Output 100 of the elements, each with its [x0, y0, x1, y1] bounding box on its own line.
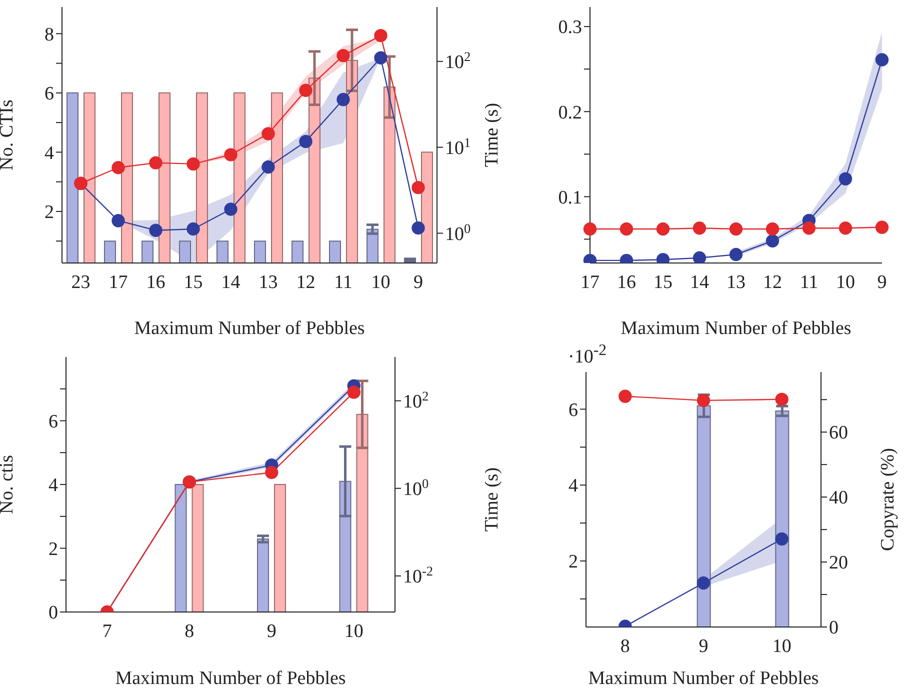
point — [692, 251, 706, 263]
point — [696, 576, 710, 590]
x-tick-label: 12 — [763, 272, 782, 294]
y-tick-label: 2 — [44, 202, 54, 224]
x-tick-label: 10 — [836, 272, 855, 294]
x-axis-title: Maximum Number of Pebbles — [588, 668, 819, 689]
point — [729, 248, 743, 262]
y-tick-label: 0.3 — [558, 17, 582, 38]
text: ·10$^{-2}$ — [568, 342, 607, 368]
x-tick-label: 10 — [344, 621, 364, 642]
point — [412, 221, 425, 235]
y-tick-label: 6 — [568, 400, 578, 421]
x-axis-title: Maximum Number of Pebbles — [134, 318, 365, 339]
y2-tick-label: 40 — [829, 488, 848, 509]
point — [775, 532, 788, 546]
y-tick-label: 4 — [44, 142, 54, 164]
y-axis-title: No. ctis — [0, 454, 18, 514]
y2-tick-label: 0 — [829, 618, 838, 639]
y2-tick-label: 60 — [829, 422, 848, 444]
y-tick-label: 2 — [48, 538, 58, 560]
x-tick-label: 8 — [620, 636, 630, 658]
y2-tick-label: 10$^{0}$ — [403, 476, 429, 500]
x-tick-label: 15 — [654, 272, 672, 294]
y2-tick-label: 10$^{2}$ — [403, 388, 429, 412]
point — [802, 222, 816, 235]
x-tick-label: 16 — [146, 272, 166, 294]
y-axis-title: No. CTIs — [0, 100, 18, 170]
point — [696, 394, 710, 408]
y2-tick-label: 10$^{1}$ — [445, 134, 471, 159]
y-tick-label: 8 — [44, 24, 54, 46]
x-tick-label: 17 — [108, 272, 128, 294]
point — [299, 134, 312, 148]
point — [775, 392, 788, 406]
point — [838, 222, 852, 235]
point — [838, 172, 852, 186]
point — [374, 51, 388, 64]
y2-tick-label: 10$^{0}$ — [445, 220, 471, 245]
point — [875, 53, 889, 66]
x-tick-label: 7 — [102, 621, 112, 642]
x-tick-label: 23 — [71, 272, 90, 294]
point — [374, 28, 388, 42]
x-tick-label: 14 — [221, 272, 241, 294]
point — [262, 160, 275, 174]
x-tick-label: 9 — [266, 621, 276, 642]
point — [224, 202, 238, 216]
point — [149, 156, 162, 170]
y-tick-label: 6 — [44, 84, 54, 105]
point — [412, 180, 425, 194]
x-tick-label: 17 — [580, 272, 600, 294]
point — [729, 222, 743, 236]
x-tick-label: 16 — [617, 272, 636, 294]
point — [347, 386, 360, 399]
x-axis-title: Maximum Number of Pebbles — [115, 668, 346, 689]
y-tick-label: 2 — [568, 552, 578, 573]
point — [299, 84, 312, 97]
y-tick-label: 0.1 — [558, 187, 582, 208]
y2-axis-title: Copyrate (%) — [878, 448, 899, 551]
point — [583, 222, 597, 236]
x-tick-label: 11 — [334, 272, 352, 294]
point — [265, 466, 278, 480]
bar — [192, 484, 204, 612]
x-tick-label: 9 — [877, 272, 887, 294]
x-tick-label: 11 — [800, 272, 818, 294]
point — [692, 222, 706, 235]
y-tick-label: 4 — [568, 476, 578, 497]
x-tick-label: 9 — [698, 636, 708, 658]
x-tick-label: 13 — [258, 272, 278, 294]
point — [656, 222, 670, 236]
y-tick-label: 0.2 — [558, 102, 582, 124]
point — [186, 222, 200, 236]
y2-tick-label: 10$^{2}$ — [445, 48, 471, 74]
x-axis-title: Maximum Number of Pebbles — [620, 318, 852, 339]
x-tick-label: 15 — [184, 272, 203, 294]
x-tick-label: 13 — [726, 272, 746, 294]
point — [620, 222, 634, 236]
y-tick-label: 4 — [48, 475, 58, 496]
point — [224, 148, 238, 162]
y2-tick-label: 10$^{-2}$ — [403, 563, 434, 588]
x-tick-label: 9 — [414, 272, 423, 294]
point — [112, 214, 125, 228]
y-tick-label: 0 — [48, 602, 58, 624]
y2-tick-label: 20 — [829, 552, 848, 574]
bar — [174, 484, 187, 612]
point — [262, 127, 275, 140]
point — [618, 390, 632, 403]
x-tick-label: 10 — [371, 272, 390, 294]
point — [766, 234, 780, 248]
x-tick-label: 8 — [184, 621, 194, 642]
point — [336, 92, 350, 106]
bar — [257, 538, 269, 612]
point — [186, 157, 200, 171]
point — [336, 48, 350, 62]
point — [112, 161, 125, 174]
point — [149, 224, 162, 237]
x-tick-label: 14 — [690, 272, 710, 294]
y-tick-label: 6 — [48, 411, 58, 432]
x-tick-label: 10 — [772, 636, 792, 658]
point — [766, 222, 780, 236]
bar — [274, 484, 286, 612]
x-tick-label: 12 — [296, 272, 316, 294]
